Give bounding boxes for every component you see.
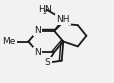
Text: N: N [34,26,41,35]
Text: Me: Me [2,37,15,46]
Text: H: H [38,5,45,14]
Text: NH: NH [56,15,69,24]
Text: N: N [43,5,50,14]
Text: N: N [34,48,41,57]
Text: 2: 2 [42,10,46,15]
Text: S: S [44,58,50,67]
